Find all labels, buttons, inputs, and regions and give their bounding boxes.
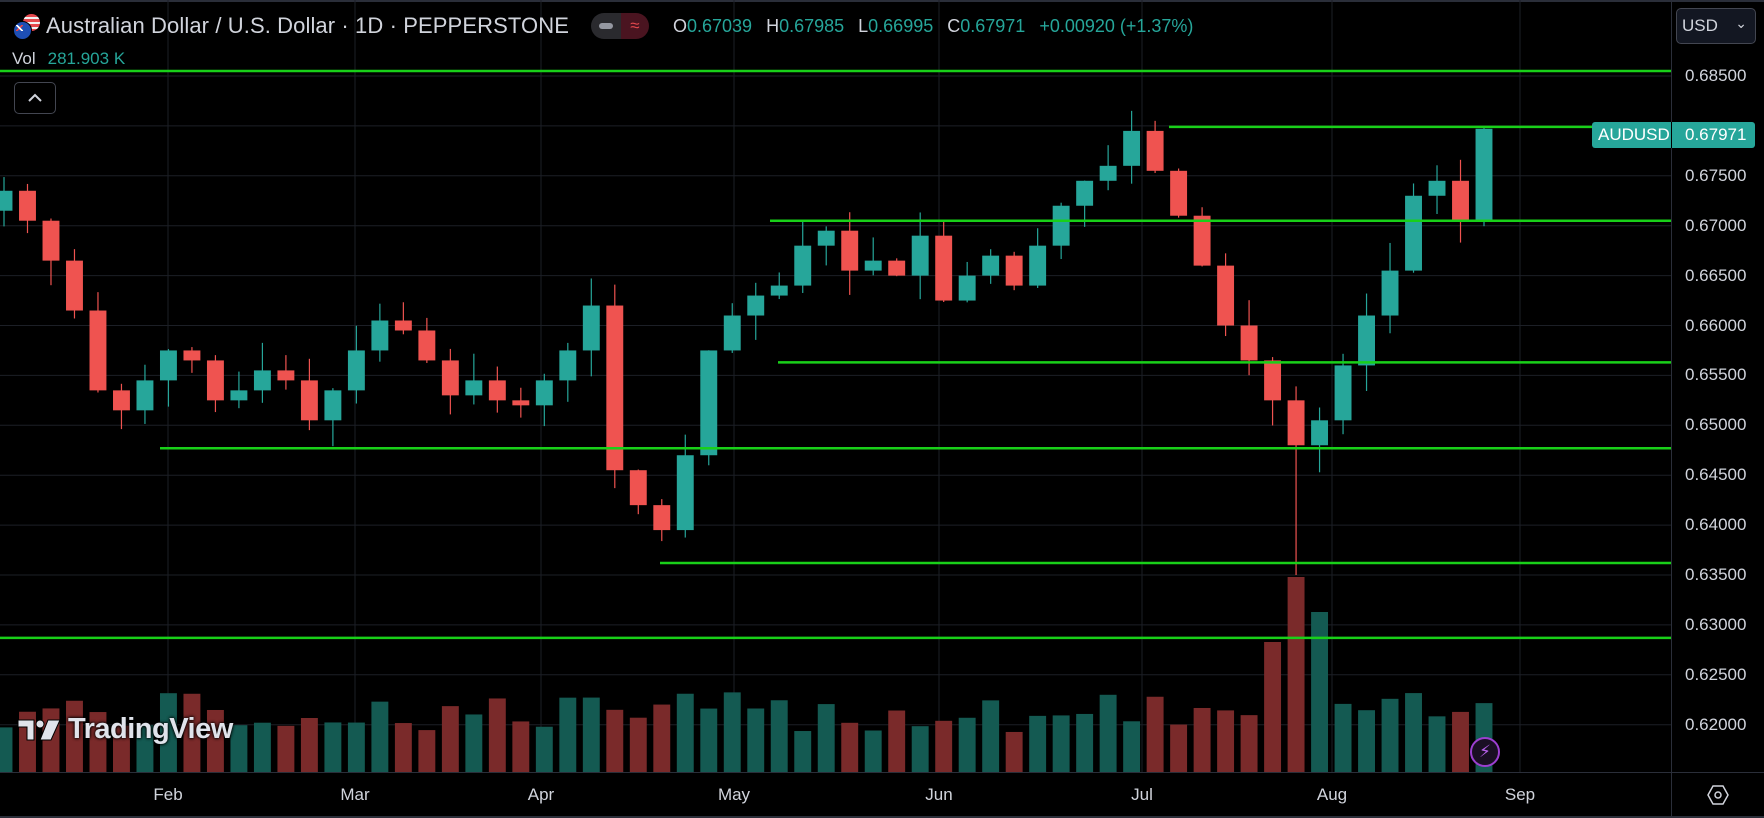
wave-icon[interactable]: ≈ — [620, 13, 649, 39]
time-tick-label: Apr — [527, 785, 555, 804]
price-tick-label: 0.64500 — [1685, 465, 1747, 485]
lightning-alert-button[interactable]: ⚡ — [1470, 737, 1500, 767]
last-price-symbol: AUDUSD — [1592, 122, 1671, 148]
ohlc-values: O0.67039 H0.67985 L0.66995 C0.67971 +0.0… — [673, 16, 1193, 37]
high-label: H — [766, 15, 780, 36]
currency-flags-icon — [12, 12, 42, 40]
time-tick-label: Jun — [925, 785, 953, 804]
chevron-up-icon — [28, 93, 42, 102]
open-label: O — [672, 15, 687, 36]
time-tick-label: Mar — [340, 785, 370, 804]
tradingview-watermark[interactable]: TradingView — [16, 713, 233, 746]
price-tick-label: 0.62500 — [1685, 664, 1747, 684]
price-tick-label: 0.63000 — [1685, 614, 1747, 634]
watermark-text: TradingView — [68, 713, 233, 745]
last-price-label: AUDUSD 0.67971 — [1592, 122, 1755, 148]
volume-value: 281.903 K — [47, 49, 126, 68]
open-value: 0.67039 — [686, 15, 753, 36]
price-tick-label: 0.62000 — [1685, 714, 1747, 734]
lightning-icon: ⚡ — [1479, 742, 1491, 761]
change-value: +0.00920 (+1.37%) — [1039, 15, 1194, 36]
currency-value: USD — [1682, 16, 1718, 35]
au-flag-icon — [13, 21, 32, 40]
symbol-legend: Australian Dollar / U.S. Dollar · 1D · P… — [12, 10, 1193, 42]
time-tick-label: Feb — [153, 785, 183, 804]
close-value: 0.67971 — [960, 15, 1026, 36]
currency-select[interactable]: USD ⌄ — [1676, 8, 1756, 44]
price-tick-label: 0.67000 — [1685, 215, 1747, 235]
legend-toggle-pill[interactable]: ≈ — [590, 13, 649, 39]
low-value: 0.66995 — [868, 15, 934, 36]
price-tick-label: 0.66500 — [1685, 265, 1747, 285]
time-tick-label: Aug — [1316, 785, 1348, 804]
low-label: L — [858, 15, 869, 36]
price-tick-label: 0.68500 — [1685, 66, 1747, 85]
price-tick-label: 0.65000 — [1685, 415, 1747, 435]
chevron-down-icon: ⌄ — [1735, 14, 1747, 31]
collapse-legend-button[interactable] — [14, 82, 56, 114]
volume-legend: Vol 281.903 K — [12, 49, 125, 69]
price-tick-label: 0.64000 — [1685, 515, 1747, 535]
time-tick-label: Jul — [1131, 785, 1153, 804]
settings-hexagon-icon — [1707, 784, 1729, 805]
close-label: C — [947, 15, 961, 36]
time-tick-label: May — [717, 785, 751, 804]
price-chart[interactable] — [0, 0, 1671, 772]
time-tick-label: Sep — [1504, 785, 1536, 804]
price-axis[interactable]: 0.68500 0.67500 0.67000 0.66500 0.66000 0.655… — [1671, 0, 1764, 772]
time-axis[interactable]: Feb Mar Apr May Jun Jul Aug Sep — [0, 772, 1671, 816]
price-tick-label: 0.67500 — [1685, 165, 1747, 185]
price-tick-label: 0.66000 — [1685, 315, 1747, 335]
price-tick-label: 0.63500 — [1685, 565, 1747, 584]
chart-settings-button[interactable] — [1671, 772, 1764, 816]
price-tick-label: 0.65500 — [1685, 365, 1747, 385]
last-price-value: 0.67971 — [1671, 122, 1755, 148]
symbol-title[interactable]: Australian Dollar / U.S. Dollar · 1D · P… — [46, 13, 569, 38]
tradingview-logo-icon — [17, 719, 61, 740]
hide-icon[interactable] — [590, 13, 621, 39]
volume-label: Vol — [12, 49, 36, 68]
high-value: 0.67985 — [779, 15, 845, 36]
